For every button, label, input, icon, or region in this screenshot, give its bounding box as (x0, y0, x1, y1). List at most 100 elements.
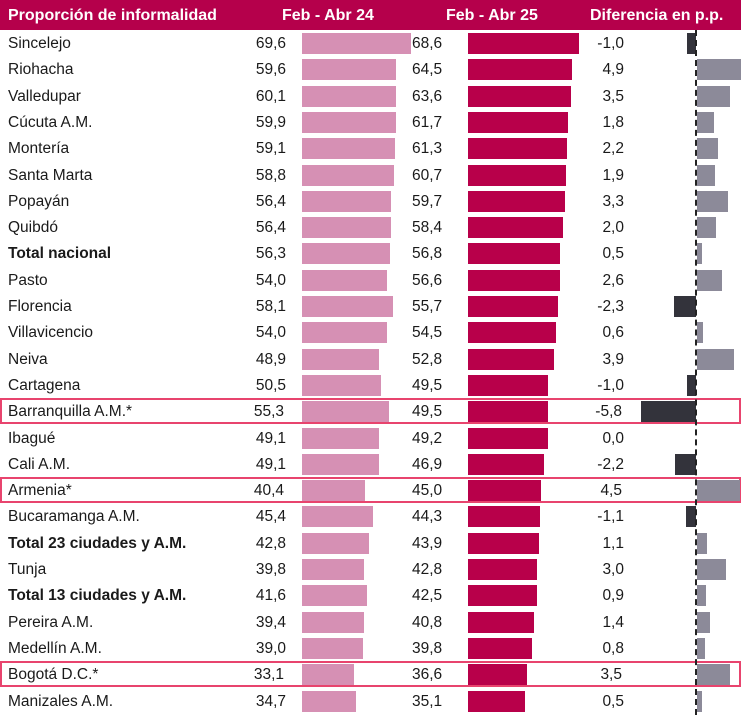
bar-2024 (302, 348, 379, 370)
value-label-2024: 39,0 (255, 639, 286, 657)
bar-2025 (468, 59, 573, 81)
bar-2024 (302, 138, 395, 160)
table-row: Ibagué 49,1 49,2 0,0 (0, 425, 741, 451)
row-label: Total nacional (8, 245, 112, 263)
table-header: Proporción de informalidad Feb - Abr 24 … (0, 0, 741, 30)
value-label-2025: 49,5 (412, 403, 443, 421)
row-label: Villavicencio (8, 324, 94, 342)
bar-diff-negative (686, 374, 696, 396)
bar-2024 (302, 190, 391, 212)
row-label: Montería (8, 140, 70, 158)
table-row: Barranquilla A.M.* 55,3 49,5 -5,8 (0, 398, 741, 425)
bar-2024 (302, 401, 389, 423)
bar-2024 (302, 637, 364, 659)
value-label-2024: 33,1 (253, 666, 284, 684)
value-label-2025: 56,6 (412, 271, 443, 289)
value-label-2024: 39,4 (255, 613, 286, 631)
row-label: Quibdó (8, 219, 58, 237)
value-label-2024: 58,8 (255, 166, 286, 184)
row-label: Valledupar (8, 87, 81, 105)
row-label: Pasto (8, 271, 48, 289)
value-label-2025: 43,9 (412, 534, 443, 552)
table-row: Bogotá D.C.* 33,1 36,6 3,5 (0, 661, 741, 688)
bar-diff-positive (697, 348, 735, 370)
bar-2024 (302, 532, 370, 554)
bar-2025 (468, 348, 554, 370)
bar-2025 (468, 243, 561, 265)
value-label-2024: 60,1 (255, 87, 286, 105)
diff-zero-axis (695, 30, 697, 715)
table-row: Villavicencio 54,0 54,5 0,6 (0, 319, 741, 345)
table-row: Florencia 58,1 55,7 -2,3 (0, 293, 741, 319)
value-label-diff: 0,5 (602, 692, 624, 710)
bar-2025 (468, 453, 544, 475)
value-label-diff: 0,5 (602, 245, 624, 263)
value-label-diff: 2,0 (602, 219, 624, 237)
table-row: Tunja 39,8 42,8 3,0 (0, 556, 741, 582)
value-label-2025: 42,5 (412, 587, 443, 605)
value-label-diff: 2,2 (602, 140, 624, 158)
table-row: Riohacha 59,6 64,5 4,9 (0, 56, 741, 82)
table-row: Total 23 ciudades y A.M. 42,8 43,9 1,1 (0, 530, 741, 556)
value-label-2025: 60,7 (412, 166, 443, 184)
value-label-diff: 3,9 (602, 350, 624, 368)
bar-2025 (468, 111, 568, 133)
bar-diff-positive (697, 190, 729, 212)
table-row: Cali A.M. 49,1 46,9 -2,2 (0, 451, 741, 477)
value-label-diff: 3,5 (600, 666, 622, 684)
row-label: Armenia* (8, 482, 72, 500)
bar-diff-positive (697, 217, 716, 239)
bar-diff-positive (697, 138, 718, 160)
row-label: Medellín A.M. (8, 639, 102, 657)
bar-2025 (468, 33, 580, 54)
bar-2024 (302, 85, 397, 107)
row-label: Cartagena (8, 376, 81, 394)
bar-diff-negative (674, 296, 696, 317)
value-label-2024: 54,0 (255, 324, 286, 342)
bar-diff-negative (685, 506, 696, 528)
bar-2024 (302, 269, 387, 291)
value-label-diff: -5,8 (595, 403, 622, 421)
bar-2024 (302, 480, 366, 502)
value-label-2025: 46,9 (412, 455, 443, 473)
bar-2025 (468, 664, 528, 686)
bar-diff-positive (697, 585, 706, 607)
value-label-2025: 49,2 (412, 429, 443, 447)
value-label-2025: 52,8 (412, 350, 443, 368)
value-label-2025: 44,3 (412, 508, 443, 526)
value-label-2024: 39,8 (255, 561, 286, 578)
bar-2024 (302, 690, 357, 712)
table-row: Bucaramanga A.M. 45,4 44,3 -1,1 (0, 503, 741, 529)
header-diferencia: Diferencia en p.p. (590, 7, 724, 24)
row-label: Pereira A.M. (8, 613, 94, 631)
row-label: Florencia (8, 298, 72, 315)
bar-2024 (302, 585, 368, 607)
table-row: Sincelejo 69,6 68,6 -1,0 (0, 30, 741, 56)
bar-2025 (468, 269, 560, 291)
bar-2025 (468, 85, 572, 107)
value-label-2024: 59,1 (255, 140, 286, 158)
table-row: Armenia* 40,4 45,0 4,5 (0, 477, 741, 504)
row-label: Cali A.M. (8, 455, 71, 473)
table-row: Montería 59,1 61,3 2,2 (0, 135, 741, 161)
bar-2024 (302, 111, 397, 133)
value-label-2025: 36,6 (412, 666, 443, 684)
bar-2025 (468, 427, 548, 449)
value-label-diff: 1,4 (602, 613, 624, 631)
bar-2024 (302, 243, 391, 265)
value-label-2024: 59,9 (255, 113, 286, 131)
value-label-2025: 45,0 (412, 482, 443, 500)
value-label-diff: 0,9 (602, 587, 624, 605)
value-label-diff: 2,6 (602, 271, 624, 289)
bar-diff-positive (697, 111, 715, 133)
bar-2025 (468, 690, 525, 712)
bar-diff-positive (697, 637, 705, 659)
value-label-diff: -1,0 (597, 35, 624, 52)
value-label-2025: 54,5 (412, 324, 443, 342)
value-label-2024: 56,3 (255, 245, 286, 263)
bar-2025 (468, 401, 549, 423)
value-label-2024: 48,9 (255, 350, 286, 368)
value-label-2025: 59,7 (412, 192, 443, 210)
value-label-diff: 3,3 (602, 192, 624, 210)
value-label-2024: 56,4 (255, 192, 286, 210)
